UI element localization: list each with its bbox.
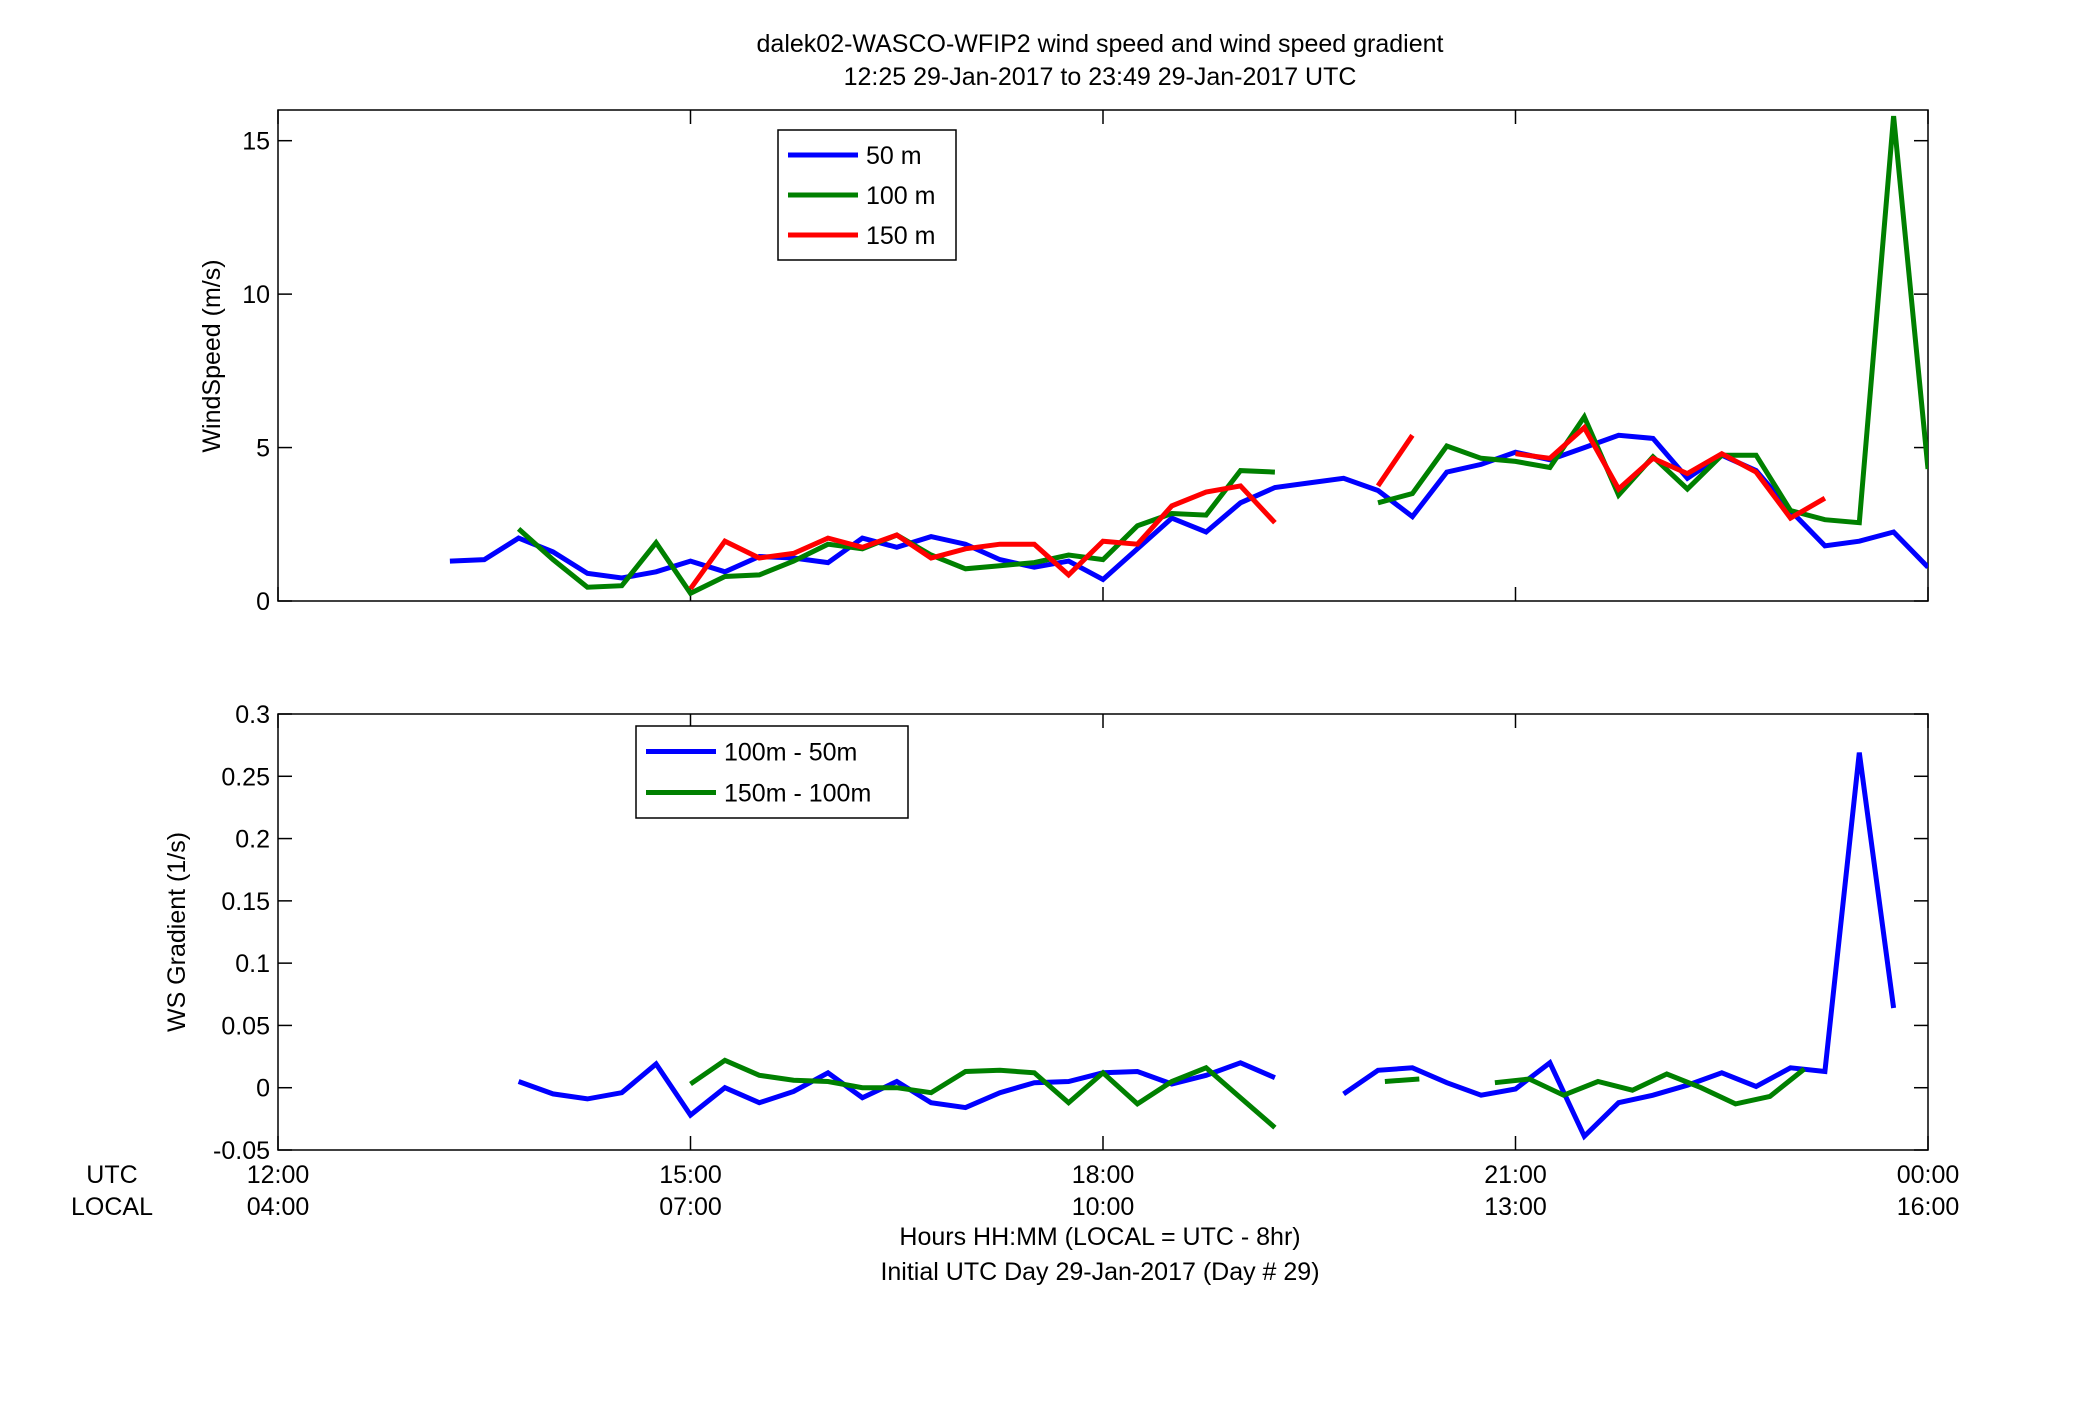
legend-entry: 100 m <box>866 182 935 210</box>
y-tick-label: 0.3 <box>235 701 270 729</box>
y-tick-label: 10 <box>242 281 270 309</box>
x-axis-label-line1: Hours HH:MM (LOCAL = UTC - 8hr) <box>899 1223 1300 1251</box>
y-axis-label: WS Gradient (1/s) <box>163 832 191 1032</box>
y-tick-label: 15 <box>242 128 270 156</box>
y-tick-label: 5 <box>256 435 270 463</box>
y-tick-label: 0.05 <box>221 1012 270 1040</box>
x-tick-label-utc: 21:00 <box>1484 1161 1547 1189</box>
chart-title-line2: 12:25 29-Jan-2017 to 23:49 29-Jan-2017 U… <box>844 63 1357 91</box>
y-axis-label: WindSpeed (m/s) <box>198 259 226 452</box>
y-tick-label: 0.1 <box>235 950 270 978</box>
gradient-panel: -0.05 0 0.05 0.1 0.15 0.2 0.25 0.3 WS Gradient (… <box>163 701 1929 1165</box>
legend-entry: 50 m <box>866 142 922 170</box>
y-tick-label: 0.15 <box>221 888 270 916</box>
x-tick-label-local: 10:00 <box>1072 1193 1135 1221</box>
local-row-label: LOCAL <box>71 1193 153 1221</box>
x-tick-labels-utc: 12:00 15:00 18:00 21:00 00:00 <box>247 1161 1960 1189</box>
x-tick-label-local: 07:00 <box>659 1193 722 1221</box>
y-tick-label: 0.25 <box>221 763 270 791</box>
y-tick-label: 0 <box>256 588 270 616</box>
legend-box <box>635 725 909 819</box>
x-axis-label-line2: Initial UTC Day 29-Jan-2017 (Day # 29) <box>880 1258 1319 1286</box>
legend-entry: 100m - 50m <box>724 739 857 767</box>
utc-row-label: UTC <box>86 1161 137 1189</box>
y-tick-label: 0.2 <box>235 826 270 854</box>
x-tick-label-utc: 15:00 <box>659 1161 722 1189</box>
x-tick-label-local: 16:00 <box>1897 1193 1960 1221</box>
x-tick-label-local: 13:00 <box>1484 1193 1547 1221</box>
series-line-3 <box>688 423 1827 591</box>
legend-entry: 150m - 100m <box>724 780 871 808</box>
y-tick-label: -0.05 <box>213 1137 270 1165</box>
axes-box <box>277 713 1929 1151</box>
legend-entry: 150 m <box>866 222 935 250</box>
y-tick-label: 0 <box>256 1075 270 1103</box>
x-tick-label-local: 04:00 <box>247 1193 310 1221</box>
windspeed-panel: 0 5 10 15 WindSpeed (m/s) 50 m 100 m 150 m <box>198 109 1929 616</box>
series-line-2 <box>689 1057 1806 1130</box>
x-tick-label-utc: 12:00 <box>247 1161 310 1189</box>
x-tick-label-utc: 00:00 <box>1897 1161 1960 1189</box>
x-tick-labels-local: 04:00 07:00 10:00 13:00 16:00 <box>247 1193 1960 1221</box>
x-tick-label-utc: 18:00 <box>1072 1161 1135 1189</box>
axes-box <box>277 109 1929 602</box>
chart-title-line1: dalek02-WASCO-WFIP2 wind speed and wind … <box>757 30 1444 58</box>
